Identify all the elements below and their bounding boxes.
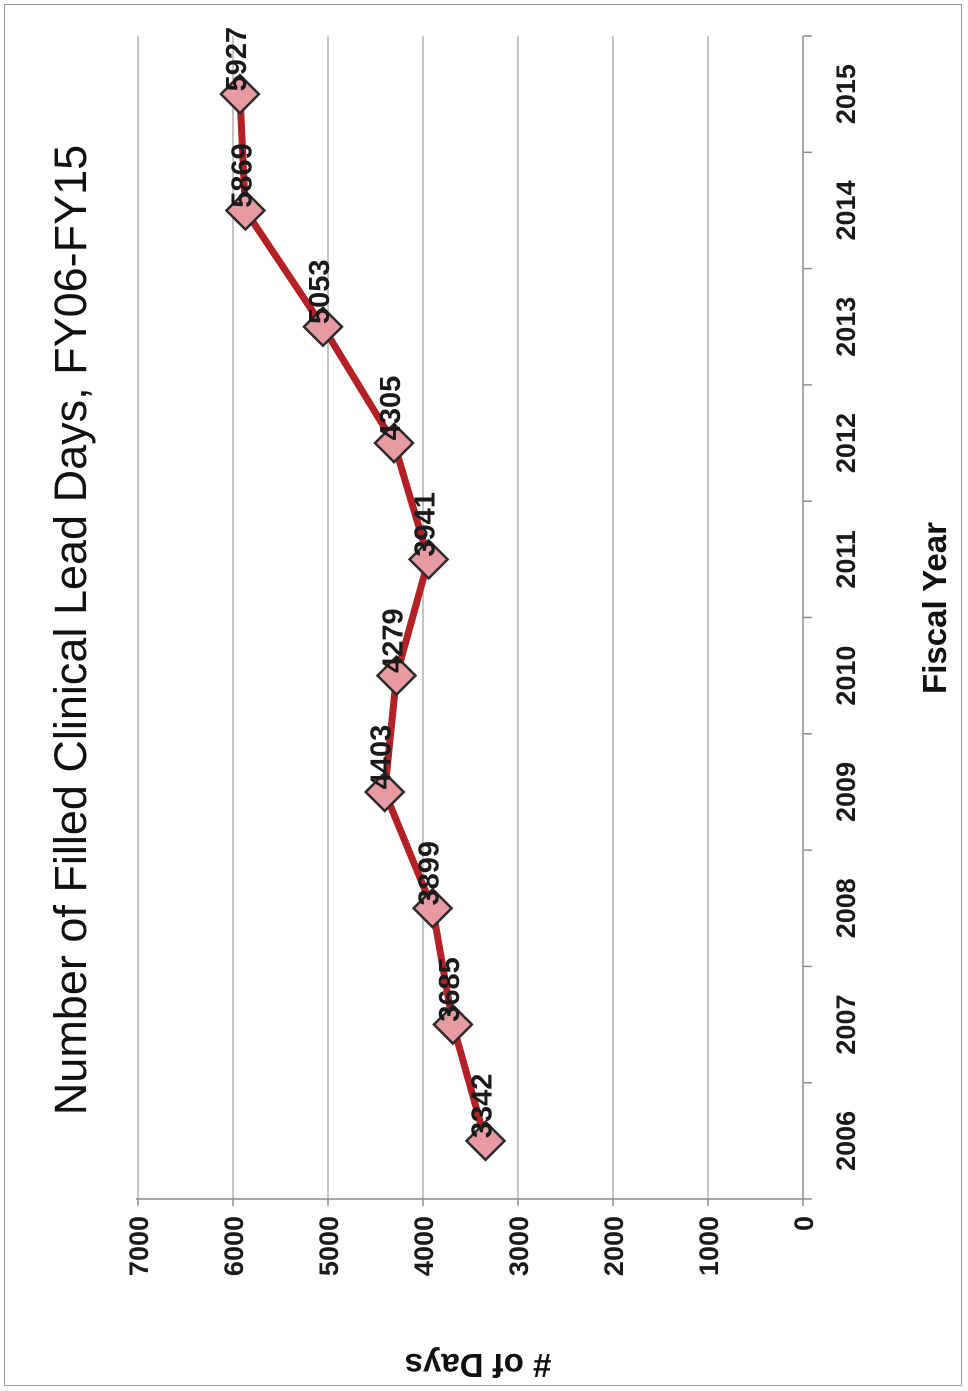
data-label: 3342 [467, 1074, 499, 1139]
series-line [236, 90, 489, 1145]
data-label: 3685 [434, 957, 466, 1022]
axes: 0 1000 2000 3000 4000 5000 6000 7000 2006 2007 200… [124, 35, 861, 1276]
x-tick-label: 2008 [831, 878, 861, 938]
y-tick-label: 5000 [314, 1216, 344, 1276]
x-tick-label: 2010 [831, 646, 861, 706]
x-tick-label: 2006 [831, 1111, 861, 1171]
y-tick-label: 6000 [219, 1216, 249, 1276]
data-label: 3899 [414, 841, 446, 906]
data-point-marker [432, 1003, 474, 1046]
y-tick-label: 7000 [124, 1216, 154, 1276]
data-point-marker [375, 654, 418, 697]
data-point-marker [363, 771, 406, 813]
data-label: 3941 [410, 492, 442, 557]
data-point-marker [464, 1120, 507, 1162]
chart-frame [4, 4, 962, 1386]
y-axis-title: # of Days [405, 1347, 552, 1384]
data-label: 5927 [221, 27, 253, 92]
x-tick-label: 2013 [831, 297, 861, 357]
x-tick-label: 2007 [831, 995, 861, 1055]
gridlines [137, 36, 709, 1199]
y-tick-label: 0 [789, 1216, 819, 1231]
data-label: 4403 [366, 725, 398, 790]
data-point-marker [302, 305, 344, 348]
data-point-marker [411, 887, 454, 930]
data-point-marker [373, 422, 415, 464]
data-point-marker [407, 538, 450, 581]
data-point-marker [219, 73, 261, 115]
x-tick-label: 2011 [831, 530, 861, 589]
data-label: 4305 [375, 376, 407, 441]
data-point-marker [224, 189, 267, 232]
y-tick-label: 3000 [504, 1216, 534, 1276]
data-label: 5053 [304, 259, 336, 324]
y-tick-label: 2000 [599, 1216, 629, 1276]
x-tick-label: 2009 [831, 762, 861, 822]
data-labels: 3342 3685 3899 4403 4279 3941 4305 5053 5869 5927 [221, 27, 499, 1138]
data-label: 5869 [226, 143, 258, 208]
series [219, 73, 507, 1162]
chart-title: Number of Filled Clinical Lead Days, FY0… [45, 145, 96, 1115]
x-tick-label: 2014 [831, 180, 861, 240]
y-tick-label: 4000 [409, 1216, 439, 1276]
x-tick-label: 2015 [831, 64, 861, 124]
x-axis-title: Fiscal Year [916, 522, 953, 694]
y-tick-label: 1000 [694, 1216, 724, 1276]
data-label: 4279 [377, 608, 409, 673]
x-tick-label: 2012 [831, 413, 861, 473]
